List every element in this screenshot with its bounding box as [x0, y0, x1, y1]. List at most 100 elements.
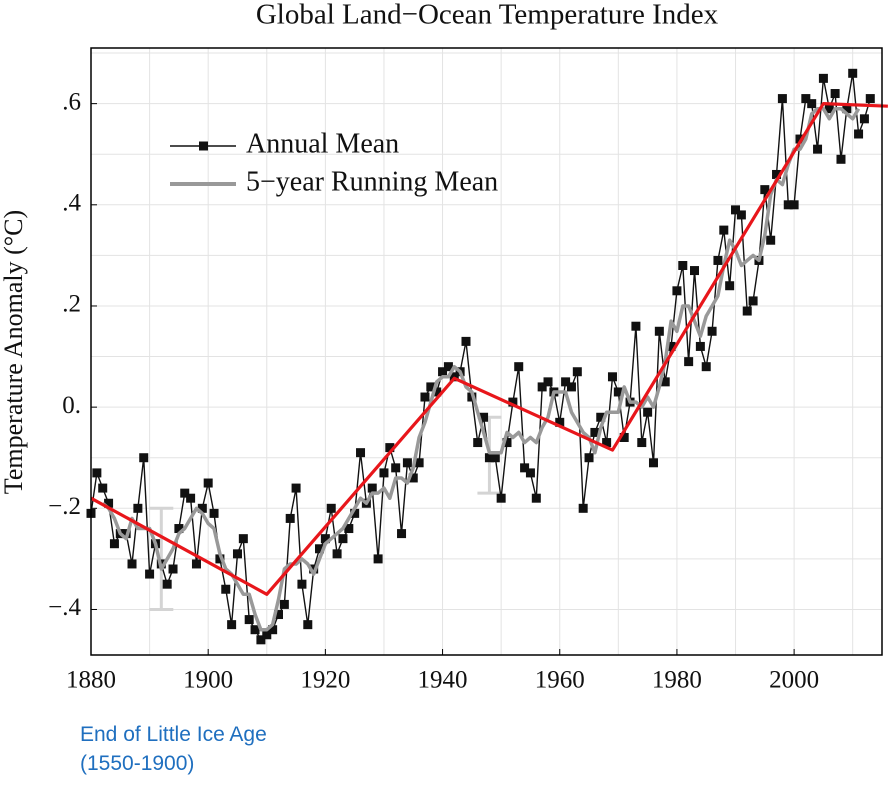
data-point [660, 377, 670, 387]
data-point [602, 438, 612, 448]
data-point [514, 362, 524, 372]
data-point [268, 625, 278, 635]
data-point [391, 463, 401, 473]
data-point [397, 529, 407, 539]
data-point [666, 341, 676, 351]
data-point [367, 483, 377, 493]
data-point [443, 362, 453, 372]
chart-title: Global Land−Ocean Temperature Index [256, 0, 719, 31]
data-point [496, 493, 506, 503]
data-point [572, 367, 582, 377]
data-point [303, 620, 313, 630]
data-point [180, 488, 190, 498]
data-point [707, 326, 717, 336]
data-point [408, 473, 418, 483]
data-point [807, 99, 817, 109]
data-point [783, 200, 793, 210]
legend-label: 5−year Running Mean [246, 166, 498, 197]
data-point [766, 235, 776, 245]
data-point [619, 432, 629, 442]
data-point [801, 94, 811, 104]
data-point [719, 225, 729, 235]
y-tick-label: 0. [62, 392, 81, 419]
data-point [133, 503, 143, 513]
data-point [584, 453, 594, 463]
data-point [145, 569, 155, 579]
data-point [701, 362, 711, 372]
data-point [262, 630, 272, 640]
legend-label: Annual Mean [246, 128, 399, 159]
data-point [772, 169, 782, 179]
data-point [174, 524, 184, 534]
data-point [490, 453, 500, 463]
y-axis-label: Temperature Anomaly (°C) [0, 210, 28, 494]
data-point [525, 468, 535, 478]
data-point [273, 610, 283, 620]
data-point [678, 261, 688, 271]
data-point [232, 549, 242, 559]
plot-frame [90, 47, 883, 656]
data-point [168, 564, 178, 574]
data-point [531, 493, 541, 503]
data-point [244, 615, 254, 625]
data-point [508, 397, 518, 407]
data-point [215, 554, 225, 564]
data-point [789, 200, 799, 210]
data-point [643, 407, 653, 417]
data-point [731, 205, 741, 215]
y-tick-label: .2 [62, 291, 81, 318]
data-point [338, 534, 348, 544]
data-point [285, 513, 295, 523]
data-point [420, 392, 430, 402]
data-point [777, 94, 787, 104]
data-point [315, 544, 325, 554]
data-point [684, 357, 694, 367]
data-point [186, 493, 196, 503]
data-point [127, 559, 137, 569]
data-point [332, 549, 342, 559]
data-point [379, 468, 389, 478]
data-point [760, 185, 770, 195]
data-point [350, 508, 360, 518]
x-tick-label: 1880 [66, 667, 116, 694]
data-point [854, 129, 864, 139]
data-point [848, 68, 858, 78]
data-point [279, 599, 289, 609]
data-point [590, 427, 600, 437]
legend-marker [199, 141, 208, 151]
data-point [297, 579, 307, 589]
data-point [344, 524, 354, 534]
annotation: End of Little Ice Age (1550-1900) [80, 723, 267, 775]
data-point [98, 483, 108, 493]
y-tick-label: −.4 [48, 594, 81, 621]
data-point [818, 73, 828, 83]
data-point [326, 503, 336, 513]
data-point [309, 564, 319, 574]
x-tick-label: 1980 [652, 667, 702, 694]
data-point [836, 154, 846, 164]
data-point [209, 508, 219, 518]
data-point [402, 458, 412, 468]
data-point [713, 255, 723, 265]
data-point [690, 266, 700, 276]
data-point [191, 559, 201, 569]
x-tick-label: 1960 [535, 667, 585, 694]
data-point [830, 89, 840, 99]
y-tick-label: −.2 [48, 493, 81, 520]
data-point [813, 144, 823, 154]
data-point [842, 104, 852, 114]
data-point [695, 341, 705, 351]
data-point [502, 438, 512, 448]
y-tick-label: .6 [62, 88, 81, 115]
data-point [385, 443, 395, 453]
data-point [637, 438, 647, 448]
data-point [742, 306, 752, 316]
x-tick-label: 1920 [300, 667, 350, 694]
data-point [256, 635, 266, 645]
data-point [607, 372, 617, 382]
data-point [736, 210, 746, 220]
data-point [203, 478, 213, 488]
data-point [162, 579, 172, 589]
series-line [101, 106, 861, 632]
